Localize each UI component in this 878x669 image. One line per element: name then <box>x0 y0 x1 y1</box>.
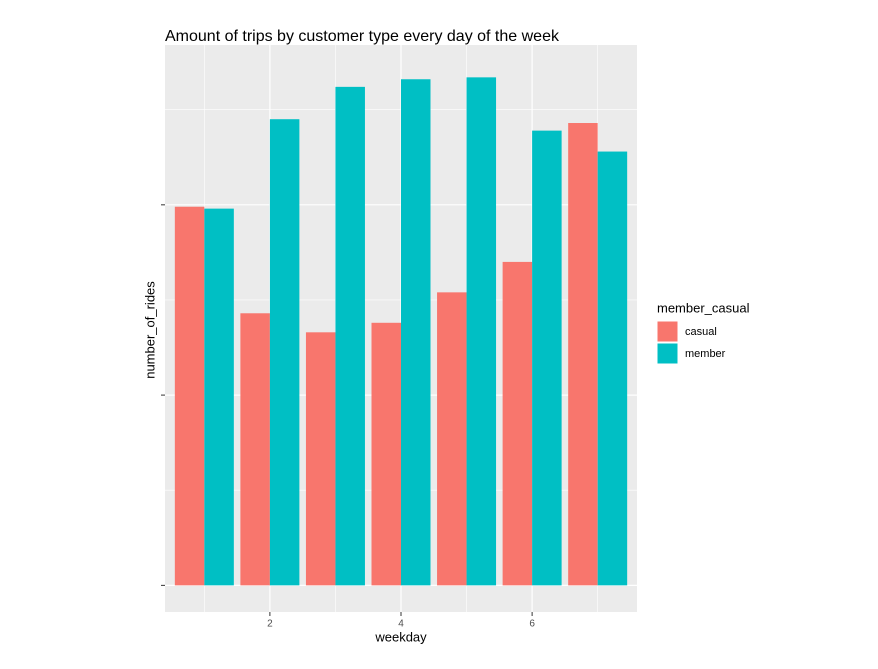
bar <box>568 123 598 586</box>
bar <box>466 77 497 586</box>
legend-key <box>656 320 679 343</box>
bar <box>502 261 533 586</box>
bar <box>204 208 234 586</box>
legend-title: member_casual <box>657 300 750 315</box>
bar <box>174 206 205 586</box>
x-tick-label: 6 <box>529 619 535 630</box>
x-tick-label: 2 <box>267 619 273 630</box>
bar <box>269 119 300 586</box>
bar <box>401 79 431 586</box>
bar <box>335 86 365 586</box>
legend-key <box>656 342 679 365</box>
bar <box>240 313 270 586</box>
bar <box>437 292 467 586</box>
legend-label: member <box>685 348 726 360</box>
bar <box>371 322 401 586</box>
chart-title: Amount of trips by customer type every d… <box>165 28 560 45</box>
y-axis-title: number_of_rides <box>142 281 157 379</box>
x-axis-title: weekday <box>374 629 427 644</box>
x-tick-label: 4 <box>398 619 404 630</box>
bar <box>597 151 628 586</box>
bar <box>305 332 336 586</box>
bar <box>532 130 562 586</box>
legend-label: casual <box>685 326 717 338</box>
